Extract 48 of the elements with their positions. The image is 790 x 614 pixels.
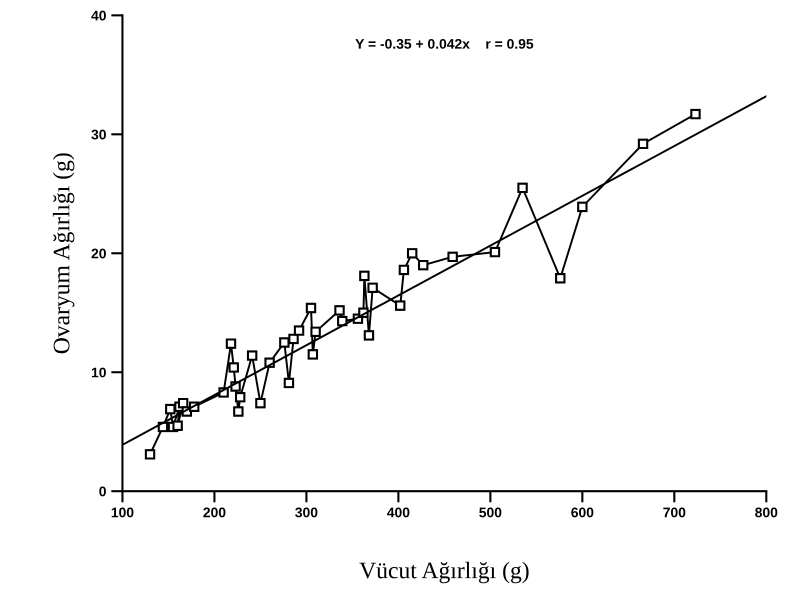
point xyxy=(226,338,236,349)
point xyxy=(310,326,321,337)
x-tick-label: 100 xyxy=(112,508,134,518)
point xyxy=(517,182,528,194)
y-tick-label: 20 xyxy=(92,248,106,258)
point xyxy=(359,270,370,282)
point xyxy=(555,273,566,284)
point xyxy=(172,420,183,431)
point xyxy=(228,362,239,373)
y-tick-label: 30 xyxy=(91,130,106,140)
point xyxy=(690,108,701,120)
x-tick-label: 800 xyxy=(755,508,778,518)
point xyxy=(246,350,258,361)
point xyxy=(398,264,410,276)
point xyxy=(490,246,500,258)
point xyxy=(294,325,304,336)
x-tick-label: 600 xyxy=(571,508,594,518)
x-tick-label: 200 xyxy=(203,508,226,518)
x-axis-title: Vücut Ağırlığı (g) xyxy=(359,562,529,584)
point xyxy=(233,406,244,417)
point xyxy=(178,398,188,408)
point xyxy=(255,398,266,408)
point xyxy=(577,202,588,212)
x-tick-label: 500 xyxy=(479,508,502,518)
x-tick-label: 700 xyxy=(663,508,686,518)
point xyxy=(288,334,299,344)
point xyxy=(395,300,406,311)
point xyxy=(334,305,345,316)
point xyxy=(165,404,176,414)
y-tick-label: 10 xyxy=(92,368,106,378)
point xyxy=(367,282,378,293)
point xyxy=(308,349,318,360)
x-tick-label: 300 xyxy=(295,508,318,518)
point xyxy=(306,302,316,314)
x-tick-label: 400 xyxy=(387,508,410,518)
point xyxy=(234,392,246,402)
point xyxy=(447,252,458,262)
y-axis-title: Ovaryum Ağırlığı (g) xyxy=(52,153,74,354)
y-tick-label: 40 xyxy=(91,10,106,21)
point xyxy=(144,449,156,460)
point xyxy=(638,138,648,150)
y-tick-label: 0 xyxy=(99,486,106,496)
point xyxy=(279,337,290,348)
annotation: Y = -0.35 + 0.042x r = 0.95 xyxy=(355,38,534,49)
point xyxy=(418,260,428,270)
point xyxy=(284,378,294,388)
point xyxy=(364,330,374,341)
point xyxy=(406,248,418,258)
